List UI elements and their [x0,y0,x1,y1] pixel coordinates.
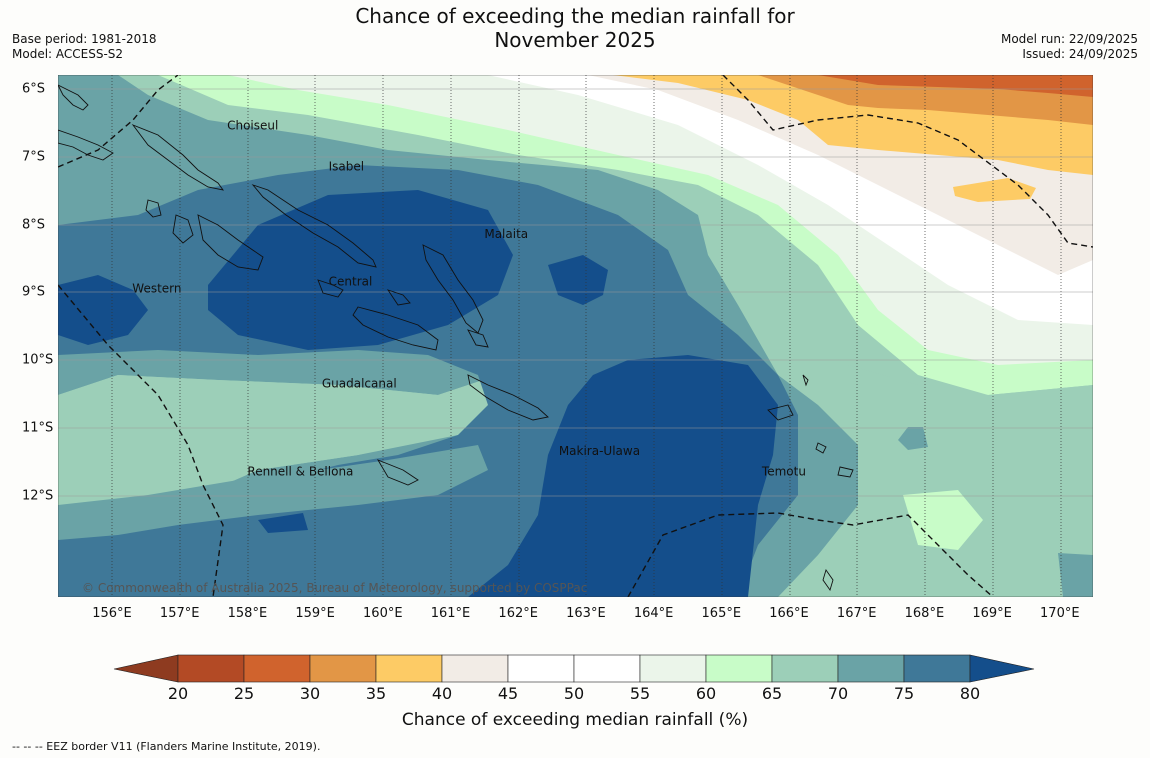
colorbar-segment [837,654,905,683]
colorbar-tick: 80 [959,684,981,703]
colorbar-tick: 50 [563,684,585,703]
x-tick: 166°E [769,606,809,621]
colorbar-segment [573,654,641,683]
colorbar-tick: 55 [629,684,651,703]
colorbar-segment [375,654,443,683]
colorbar-tick: 75 [893,684,915,703]
zone-above-80 [208,190,513,350]
zone-above-80-west [58,275,148,345]
region-label: Central [329,275,373,289]
y-tick: 12°S [22,488,54,504]
x-tick: 167°E [836,606,877,621]
colorbar-label: Chance of exceeding median rainfall (%) [401,710,749,730]
region-label: Rennell & Bellona [247,464,353,478]
colorbar-below-20 [113,654,179,683]
x-tick: 158°E [227,606,268,621]
zone-65-70-west [58,375,498,515]
rainfall-map: Choiseul Isabel Malaita Western Central Guada… [58,75,1093,597]
x-tick: 170°E [1040,606,1080,621]
colorbar-above-80 [969,654,1035,683]
region-label: Western [132,281,181,295]
y-tick: 8°S [22,217,46,233]
base-period: Base period: 1981-2018 [12,32,157,46]
region-label: Isabel [329,159,364,173]
colorbar-segment [507,654,575,683]
x-tick: 161°E [430,606,471,621]
y-tick: 10°S [22,352,54,368]
copyright-text: © Commonwealth of Australia 2025, Bureau… [82,581,587,595]
colorbar-tick: 30 [299,684,321,703]
issued-date: Issued: 24/09/2025 [1022,47,1138,61]
region-label: Malaita [484,227,528,241]
region-label: Guadalcanal [322,376,397,390]
colorbar-tick: 40 [431,684,453,703]
model-name: Model: ACCESS-S2 [12,47,124,61]
colorbar [113,654,1035,683]
model-run: Model run: 22/09/2025 [1000,32,1138,46]
zone-70-75-patch-e [898,427,928,450]
colorbar-segment [771,654,839,683]
region-label: Choiseul [227,119,278,133]
region-label: Temotu [761,464,806,478]
y-tick: 6°S [22,81,46,97]
meta-left: Base period: 1981-2018 Model: ACCESS-S2 [12,32,157,62]
eez-footnote: -- -- -- EEZ border V11 (Flanders Marine… [12,740,321,753]
colorbar-tick: 20 [167,684,189,703]
colorbar-segment [903,654,971,683]
x-tick: 160°E [363,606,403,621]
zone-35-40-patch [953,178,1036,202]
y-tick: 11°S [22,420,54,436]
map-title: Chance of exceeding the median rainfall … [0,4,1150,52]
x-tick: 162°E [498,606,538,621]
colorbar-segment [441,654,509,683]
latitude-lines [58,88,1093,497]
title-line-1: Chance of exceeding the median rainfall … [355,4,795,28]
zone-70-75-inner [58,445,488,540]
y-tick: 7°S [22,149,46,165]
title-line-2: November 2025 [494,28,656,52]
colorbar-tick: 60 [695,684,717,703]
x-tick: 165°E [701,606,742,621]
x-tick: 169°E [972,606,1012,621]
x-tick: 157°E [159,606,200,621]
colorbar-tick: 70 [827,684,849,703]
zone-70-75-patch-se [1058,553,1093,597]
colorbar-tick: 65 [761,684,783,703]
zone-above-80-central [548,255,608,305]
colorbar-segment [705,654,773,683]
zone-60-65-patch [903,490,983,550]
colorbar-segment [639,654,707,683]
y-tick: 9°S [22,284,46,300]
colorbar-segment [243,654,311,683]
x-tick: 164°E [633,606,674,621]
zone-25-30 [818,75,1093,97]
colorbar-tick: 45 [497,684,519,703]
graticule [111,75,1062,597]
x-tick: 163°E [566,606,606,621]
x-tick: 159°E [295,606,335,621]
zone-above-80-patch [258,513,308,533]
colorbar-segment [309,654,377,683]
meta-right: Model run: 22/09/2025 Issued: 24/09/2025 [1001,32,1138,62]
region-label: Makira-Ulawa [559,444,640,458]
island-outlines [58,84,854,592]
x-tick: 156°E [92,606,132,621]
x-tick: 168°E [904,606,945,621]
colorbar-tick: 35 [365,684,387,703]
eez-borders [58,75,1093,597]
colorbar-segment [177,654,245,683]
colorbar-tick: 25 [233,684,255,703]
zone-above-80-south [468,355,778,597]
region-labels: Choiseul Isabel Malaita Western Central Guada… [132,119,806,479]
